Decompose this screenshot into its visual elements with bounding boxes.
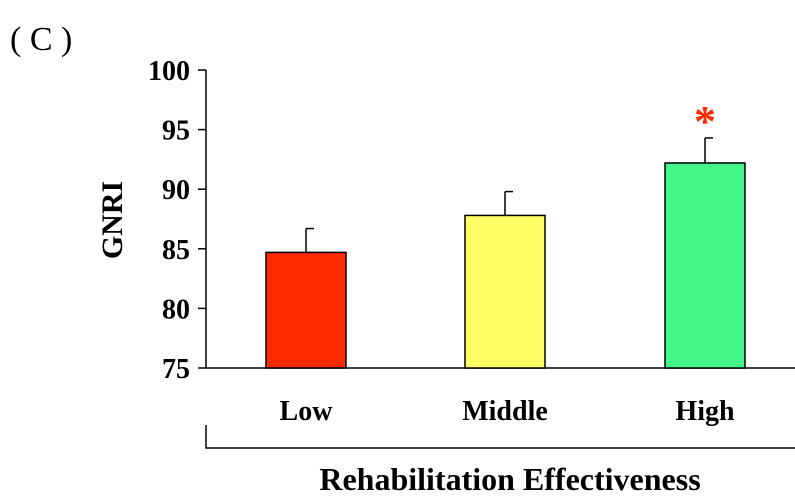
y-axis-label: GNRI [96, 181, 129, 259]
bars: * [265, 97, 746, 369]
y-tick-label: 100 [148, 56, 190, 87]
bar-middle [464, 214, 546, 369]
y-ticks: 75 80 85 90 95 100 [148, 56, 206, 385]
x-tick-label-middle: Middle [462, 396, 548, 427]
x-tick-label-low: Low [280, 396, 334, 427]
bar-high [664, 162, 746, 369]
x-group-bracket [205, 425, 795, 449]
y-tick-label: 75 [162, 354, 190, 385]
significance-marker: * [694, 97, 716, 146]
y-tick-label: 90 [162, 175, 190, 206]
y-tick-label: 85 [162, 235, 190, 266]
panel-label: ( C ) [10, 21, 72, 58]
y-tick-label: 95 [162, 116, 190, 147]
y-tick-label: 80 [162, 294, 190, 325]
x-tick-label-high: High [675, 396, 735, 427]
bar-low [265, 251, 347, 369]
x-tick-labels: Low Middle High [280, 396, 735, 427]
x-axis-label: Rehabilitation Effectiveness [319, 461, 700, 497]
